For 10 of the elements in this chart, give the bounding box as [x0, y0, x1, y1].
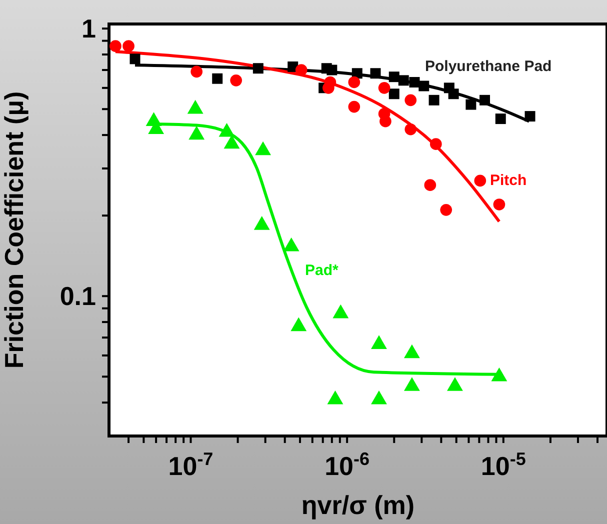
series-label: Pad*	[305, 262, 338, 279]
x-axis-title: ηvr/σ (m)	[301, 490, 415, 520]
series-label: Pitch	[490, 172, 527, 189]
x-tick-label: 10$^{-7}$	[168, 449, 214, 481]
y-tick-label: 1	[82, 14, 96, 44]
series-label: Polyurethane Pad	[425, 58, 552, 75]
x-tick-label: 10$^{-6}$	[324, 449, 370, 481]
y-axis-title: Friction Coefficient (μ)	[0, 91, 30, 369]
y-tick-label: 0.1	[60, 281, 96, 312]
x-tick-label: 10$^{-5}$	[480, 449, 526, 481]
